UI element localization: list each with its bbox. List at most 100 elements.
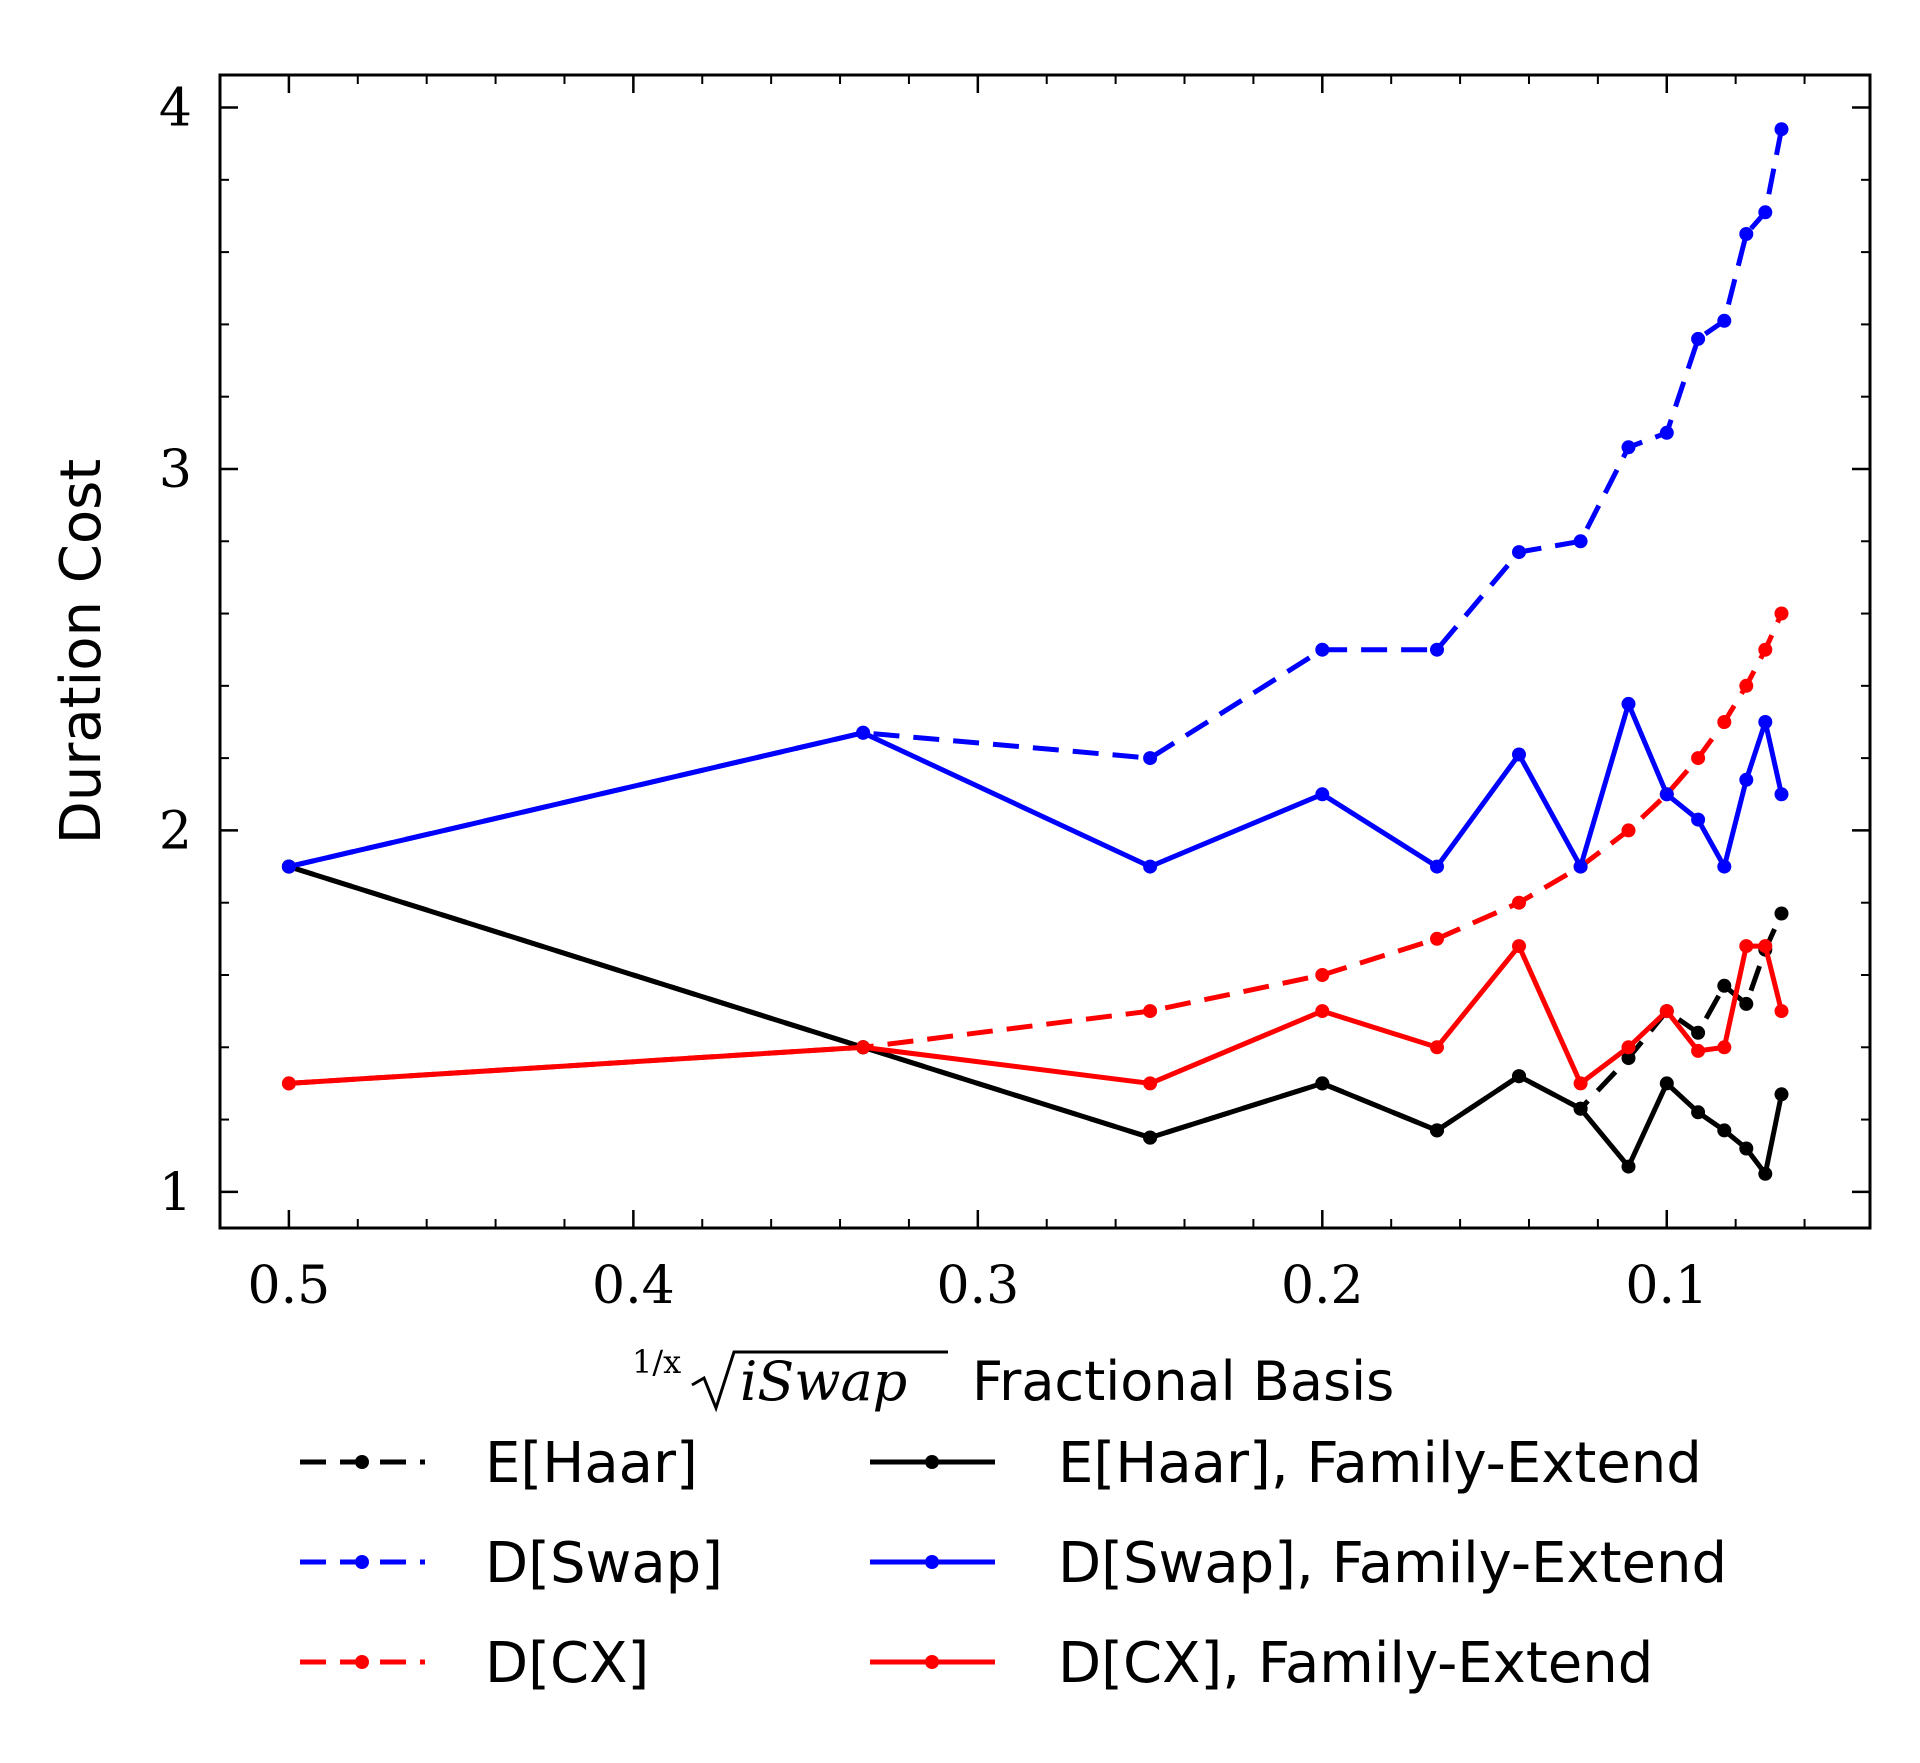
data-point xyxy=(1621,1051,1636,1066)
data-point xyxy=(1758,1166,1773,1181)
series-line-d-cx-family-extend xyxy=(288,943,1784,1086)
series-d-cx xyxy=(281,606,1789,1091)
x-axis-label-radicand: iSwap xyxy=(740,1350,907,1413)
radical-sign-icon xyxy=(691,1350,948,1413)
y-tick-label: 2 xyxy=(159,801,192,861)
data-point xyxy=(1774,122,1789,137)
data-point xyxy=(1621,696,1636,711)
y-axis-label: Duration Cost xyxy=(49,459,114,845)
data-point xyxy=(1659,1004,1674,1019)
data-point xyxy=(1739,772,1754,787)
data-point xyxy=(1774,1004,1789,1019)
plot-frame xyxy=(218,73,1872,1230)
data-point xyxy=(1739,227,1754,241)
data-point xyxy=(1621,1040,1636,1055)
series-line-d-swap-family-extend xyxy=(288,701,1784,870)
data-point xyxy=(1315,1076,1330,1091)
series-d-cx-family-extend xyxy=(281,939,1789,1091)
y-tick-label: 3 xyxy=(159,440,192,500)
data-point xyxy=(1691,331,1706,346)
legend-entry-d-cx: D[CX] xyxy=(300,1631,649,1696)
data-point xyxy=(1739,996,1754,1011)
data-point xyxy=(1691,1025,1706,1040)
data-point xyxy=(1573,1076,1588,1091)
data-point xyxy=(1430,859,1444,874)
x-tick-label: 0.4 xyxy=(592,1256,675,1316)
x-tick-label: 0.1 xyxy=(1625,1256,1708,1316)
data-point xyxy=(1512,895,1526,910)
data-point xyxy=(1758,205,1773,220)
legend-swatch-marker xyxy=(355,1655,369,1669)
data-point xyxy=(856,725,871,740)
data-point xyxy=(1143,1076,1158,1091)
series-line-d-cx xyxy=(288,612,1784,1086)
data-point xyxy=(1717,1040,1732,1055)
data-point xyxy=(856,1040,871,1055)
data-point xyxy=(1739,1141,1754,1156)
legend-entry-e-haar-family-extend: E[Haar], Family-Extend xyxy=(870,1431,1702,1496)
data-point xyxy=(1430,1040,1444,1055)
data-point xyxy=(1717,1123,1732,1138)
x-tick-label: 0.3 xyxy=(936,1256,1019,1316)
data-point xyxy=(1717,715,1732,729)
data-point xyxy=(1621,823,1636,838)
data-point xyxy=(281,859,296,874)
series-line-d-swap xyxy=(288,128,1784,870)
legend-entry-d-swap: D[Swap] xyxy=(300,1531,723,1596)
data-point xyxy=(1573,859,1588,874)
legend-swatch-marker xyxy=(925,1655,939,1669)
data-point xyxy=(1621,1159,1636,1174)
tick-labels: 0.5 0.4 0.3 0.2 0.1 1 2 3 4 xyxy=(159,79,1708,1316)
data-point xyxy=(1739,678,1754,693)
legend-label: D[Swap] xyxy=(485,1531,723,1596)
data-point xyxy=(1758,642,1773,657)
x-tick-label: 0.5 xyxy=(248,1256,331,1316)
x-axis-label-text: Fractional Basis xyxy=(972,1350,1394,1413)
data-point xyxy=(281,1076,296,1091)
data-point xyxy=(1691,751,1706,766)
data-point xyxy=(1512,545,1526,560)
legend: E[Haar] D[Swap] D[CX] E[Haar], Family-Exten… xyxy=(300,1431,1727,1696)
data-point xyxy=(1512,747,1526,762)
data-point xyxy=(1774,606,1789,621)
data-point xyxy=(1512,939,1526,954)
data-point xyxy=(1774,906,1789,921)
data-point xyxy=(1691,812,1706,827)
data-point xyxy=(1315,968,1330,982)
series-line-e-haar-family-extend xyxy=(288,864,1784,1177)
y-tick-label: 4 xyxy=(159,79,192,139)
data-point xyxy=(1717,313,1732,328)
data-point xyxy=(1659,787,1674,802)
data-point xyxy=(1621,440,1636,455)
legend-entry-d-swap-family-extend: D[Swap], Family-Extend xyxy=(870,1531,1727,1596)
data-point xyxy=(1659,425,1674,440)
data-point xyxy=(1430,931,1444,946)
data-point xyxy=(1659,1076,1674,1091)
data-point xyxy=(1774,1087,1789,1102)
data-point xyxy=(1430,1123,1444,1138)
legend-swatch-marker xyxy=(355,1555,369,1569)
series-e-haar-family-extend xyxy=(281,859,1789,1181)
data-point xyxy=(1774,787,1789,802)
data-point xyxy=(1691,1105,1706,1120)
data-point xyxy=(1512,1069,1526,1084)
data-point xyxy=(1430,642,1444,657)
data-point xyxy=(1573,534,1588,549)
legend-label: D[Swap], Family-Extend xyxy=(1058,1531,1727,1596)
ticks-layer xyxy=(219,75,1870,1228)
legend-entry-e-haar: E[Haar] xyxy=(300,1431,698,1496)
data-point xyxy=(1739,939,1754,954)
data-point xyxy=(1143,1130,1158,1145)
series-layer xyxy=(281,122,1789,1181)
data-point xyxy=(1315,642,1330,657)
series-d-swap xyxy=(281,122,1789,874)
data-point xyxy=(1315,1004,1330,1019)
legend-label: E[Haar] xyxy=(485,1431,698,1496)
data-point xyxy=(1143,751,1158,766)
legend-swatch-marker xyxy=(925,1555,939,1569)
legend-swatch-marker xyxy=(925,1455,939,1469)
data-point xyxy=(1143,859,1158,874)
x-axis-label-root-index: 1/x xyxy=(632,1343,681,1381)
data-point xyxy=(1143,1004,1158,1019)
